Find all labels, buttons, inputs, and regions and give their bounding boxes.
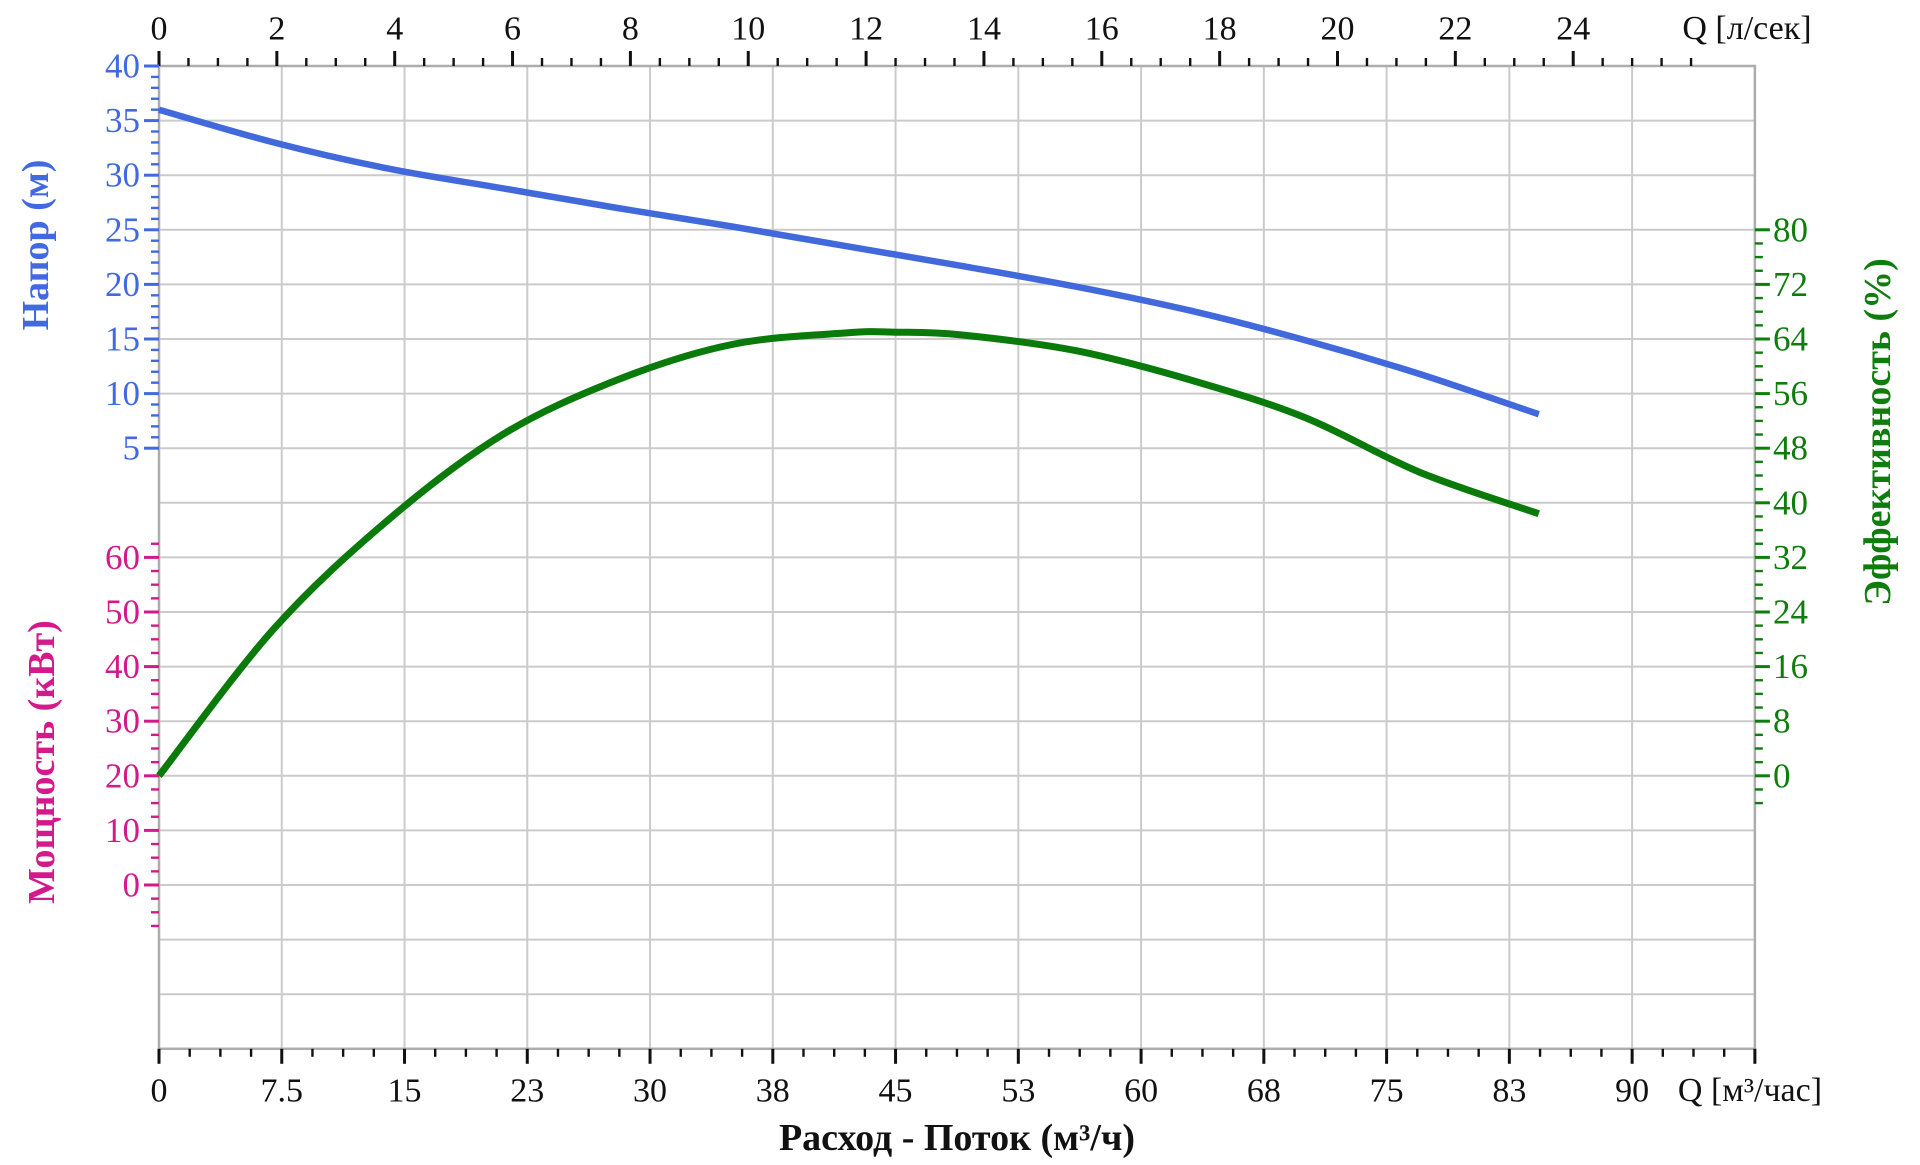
power-axis-tick-label: 60	[105, 538, 140, 577]
top-axis-tick-label: 20	[1321, 11, 1355, 48]
head-curve	[158, 106, 1540, 418]
bottom-axis-tick-label: 15	[388, 1073, 422, 1110]
efficiency-axis-tick-label: 16	[1773, 647, 1808, 686]
efficiency-axis-tick-label: 48	[1773, 429, 1808, 468]
efficiency-axis-tick-label: 56	[1773, 374, 1808, 413]
top-axis-tick-label: 2	[268, 11, 285, 48]
top-axis-tick-label: 18	[1203, 11, 1237, 48]
bottom-axis-unit-label: Q [м³/час]	[1677, 1072, 1823, 1109]
efficiency-axis-tick-label: 8	[1773, 702, 1791, 741]
top-axis-tick-label: 4	[386, 11, 403, 48]
power-axis-tick-label: 0	[123, 866, 141, 905]
top-axis-tick-label: 14	[967, 11, 1001, 48]
bottom-axis-tick-label: 60	[1124, 1073, 1158, 1110]
top-axis-unit-label: Q [л/сек]	[1682, 10, 1812, 47]
top-axis-tick-label: 6	[504, 11, 521, 48]
bottom-axis-tick-label: 7.5	[261, 1073, 304, 1110]
power-axis-tick-label: 20	[105, 756, 140, 795]
top-axis-tick-label: 12	[849, 11, 883, 48]
power-axis-tick-label: 10	[105, 811, 140, 850]
power-axis-tick-label: 40	[105, 647, 140, 686]
efficiency-axis-tick-label: 0	[1773, 756, 1791, 795]
bottom-axis-tick-label: 0	[151, 1073, 168, 1110]
efficiency-axis-tick-label: 64	[1773, 320, 1808, 359]
head-axis-tick-label: 10	[105, 374, 140, 413]
top-axis-tick-label: 0	[151, 11, 168, 48]
power-axis-tick-label: 50	[105, 593, 140, 632]
head-axis-tick-label: 30	[105, 156, 140, 195]
efficiency-axis-title: Эффективность (%)	[1857, 258, 1899, 606]
efficiency-axis-tick-label: 72	[1773, 265, 1808, 304]
head-axis-tick-label: 40	[105, 47, 140, 86]
power-axis-tick-label: 30	[105, 702, 140, 741]
power-axis-title: Мощность (кВт)	[21, 620, 63, 904]
efficiency-axis-tick-label: 80	[1773, 210, 1808, 249]
bottom-axis-tick-label: 53	[1001, 1073, 1035, 1110]
bottom-axis-tick-label: 23	[510, 1073, 544, 1110]
efficiency-axis-tick-label: 24	[1773, 593, 1808, 632]
top-axis-tick-label: 22	[1438, 11, 1472, 48]
efficiency-curve	[156, 328, 1540, 778]
top-axis-tick-label: 8	[622, 11, 639, 48]
x-axis-title: Расход - Поток (м³/ч)	[778, 1117, 1136, 1159]
bottom-axis-tick-label: 83	[1492, 1073, 1526, 1110]
bottom-axis-tick-label: 75	[1370, 1073, 1404, 1110]
head-axis-tick-label: 5	[123, 429, 141, 468]
bottom-axis-tick-label: 90	[1615, 1073, 1649, 1110]
top-axis-tick-label: 16	[1085, 11, 1119, 48]
head-axis-tick-label: 25	[105, 210, 140, 249]
bottom-axis-tick-label: 30	[633, 1073, 667, 1110]
head-axis-tick-label: 20	[105, 265, 140, 304]
top-axis-tick-label: 24	[1556, 11, 1590, 48]
head-axis-title: Напор (м)	[15, 159, 57, 331]
bottom-axis-tick-label: 38	[756, 1073, 790, 1110]
efficiency-axis-tick-label: 32	[1773, 538, 1808, 577]
head-axis-tick-label: 35	[105, 101, 140, 140]
efficiency-axis-tick-label: 40	[1773, 483, 1808, 522]
top-axis-tick-label: 10	[731, 11, 765, 48]
bottom-axis-tick-label: 68	[1247, 1073, 1281, 1110]
bottom-axis-tick-label: 45	[879, 1073, 913, 1110]
head-axis-tick-label: 15	[105, 320, 140, 359]
